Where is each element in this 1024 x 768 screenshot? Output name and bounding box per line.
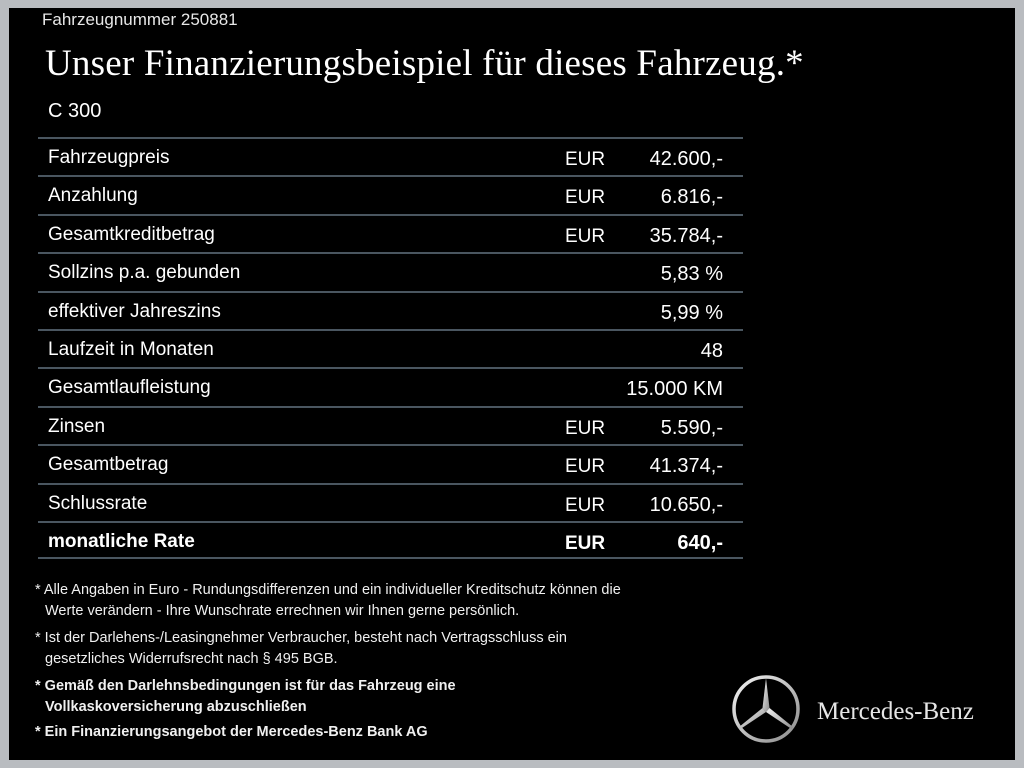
table-row: Sollzins p.a. gebunden 5,83 % xyxy=(38,252,743,290)
footnote: * Gemäß den Darlehnsbedingungen ist für … xyxy=(35,676,456,718)
row-currency: EUR xyxy=(565,532,606,554)
brand-logo xyxy=(732,675,800,743)
row-value: 42.600,- xyxy=(649,148,723,170)
footnote-line: Werte verändern - Ihre Wunschrate errech… xyxy=(45,603,520,619)
row-label: Schlussrate xyxy=(48,492,148,514)
footnote-line: * Ein Finanzierungsangebot der Mercedes-… xyxy=(35,724,428,740)
row-label: effektiver Jahreszins xyxy=(48,300,221,322)
row-currency: EUR xyxy=(565,149,606,170)
table-row: effektiver Jahreszins 5,99 % xyxy=(38,290,743,329)
row-label: Laufzeit in Monaten xyxy=(48,338,214,360)
brand-name: Mercedes-Benz xyxy=(817,698,974,725)
row-label: Gesamtbetrag xyxy=(48,454,169,476)
table-row: Fahrzeugpreis EUR 42.600,- xyxy=(38,137,743,175)
table-row: Gesamtbetrag EUR 41.374,- xyxy=(38,444,743,482)
row-currency: EUR xyxy=(565,417,606,439)
row-value: 5,83 % xyxy=(660,263,723,286)
table-row: Laufzeit in Monaten 48 xyxy=(38,328,743,367)
title: Unser Finanzierungsbeispiel für dieses F… xyxy=(45,43,804,84)
model: C 300 xyxy=(48,100,102,122)
finance-table: Fahrzeugpreis EUR 42.600,- Anzahlung EUR 6.81… xyxy=(38,137,743,560)
row-value: 10.650,- xyxy=(649,493,723,516)
vehicle-number: Fahrzeugnummer 250881 xyxy=(42,10,238,29)
table-row: Gesamtlaufleistung 15.000 KM xyxy=(38,367,743,405)
row-value: 640,- xyxy=(677,531,723,554)
row-value: 15.000 KM xyxy=(626,378,723,401)
row-value: 41.374,- xyxy=(649,455,723,478)
ad-panel: Fahrzeugnummer 250881 Unser Finanzierung… xyxy=(9,8,1015,760)
row-currency: EUR xyxy=(565,494,606,516)
row-currency: EUR xyxy=(565,456,606,478)
row-value: 5,99 % xyxy=(660,301,723,324)
row-label: Gesamtlaufleistung xyxy=(48,377,211,399)
footnote-line: * Gemäß den Darlehnsbedingungen ist für … xyxy=(35,678,456,694)
row-value: 5.590,- xyxy=(660,416,723,439)
table-row: Schlussrate EUR 10.650,- xyxy=(38,482,743,521)
footnote: * Alle Angaben in Euro - Rundungsdiffere… xyxy=(35,580,621,622)
row-label: monatliche Rate xyxy=(48,530,195,552)
table-row: Anzahlung EUR 6.816,- xyxy=(38,175,743,213)
row-value: 48 xyxy=(700,339,723,362)
table-row: Gesamtkreditbetrag EUR 35.784,- xyxy=(38,213,743,252)
row-label: Anzahlung xyxy=(48,185,138,207)
row-label: Fahrzeugpreis xyxy=(48,147,170,168)
footnote-line: gesetzliches Widerrufsrecht nach § 495 B… xyxy=(45,651,338,667)
table-row: Zinsen EUR 5.590,- xyxy=(38,405,743,444)
row-label: Zinsen xyxy=(48,415,106,437)
footnote-line: * Alle Angaben in Euro - Rundungsdiffere… xyxy=(35,582,621,598)
row-value: 6.816,- xyxy=(660,186,723,209)
footnote-line: Vollkaskoversicherung abzuschließen xyxy=(45,699,307,715)
footnote: * Ist der Darlehens-/Leasingnehmer Verbr… xyxy=(35,628,567,670)
row-currency: EUR xyxy=(565,187,606,209)
row-currency: EUR xyxy=(565,225,606,247)
footnote-line: * Ist der Darlehens-/Leasingnehmer Verbr… xyxy=(35,630,567,646)
table-row: monatliche Rate EUR 640,- xyxy=(38,520,743,560)
row-value: 35.784,- xyxy=(649,224,723,247)
footnote: * Ein Finanzierungsangebot der Mercedes-… xyxy=(35,722,428,743)
row-label: Sollzins p.a. gebunden xyxy=(48,262,241,284)
row-label: Gesamtkreditbetrag xyxy=(48,223,215,245)
